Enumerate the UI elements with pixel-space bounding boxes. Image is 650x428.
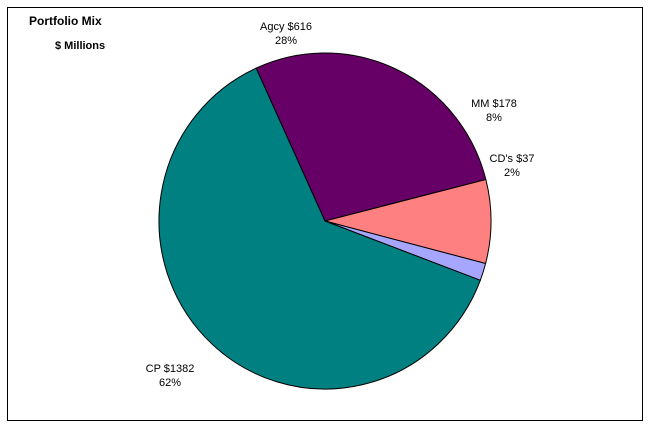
slice-percent-label: 28% xyxy=(275,35,297,47)
slice-percent-label: 62% xyxy=(159,377,181,389)
slice-percent-label: 8% xyxy=(486,112,502,124)
pie-slice xyxy=(158,67,481,390)
pie-slice xyxy=(255,52,487,222)
slice-label: CD's $37 xyxy=(490,153,535,165)
slice-label: MM $178 xyxy=(471,98,517,110)
chart-subtitle: $ Millions xyxy=(55,40,106,52)
slice-label: CP $1382 xyxy=(146,363,195,375)
slice-percent-label: 2% xyxy=(504,167,520,179)
chart-title: Portfolio Mix xyxy=(29,14,102,28)
slice-label: Agcy $616 xyxy=(260,21,312,33)
